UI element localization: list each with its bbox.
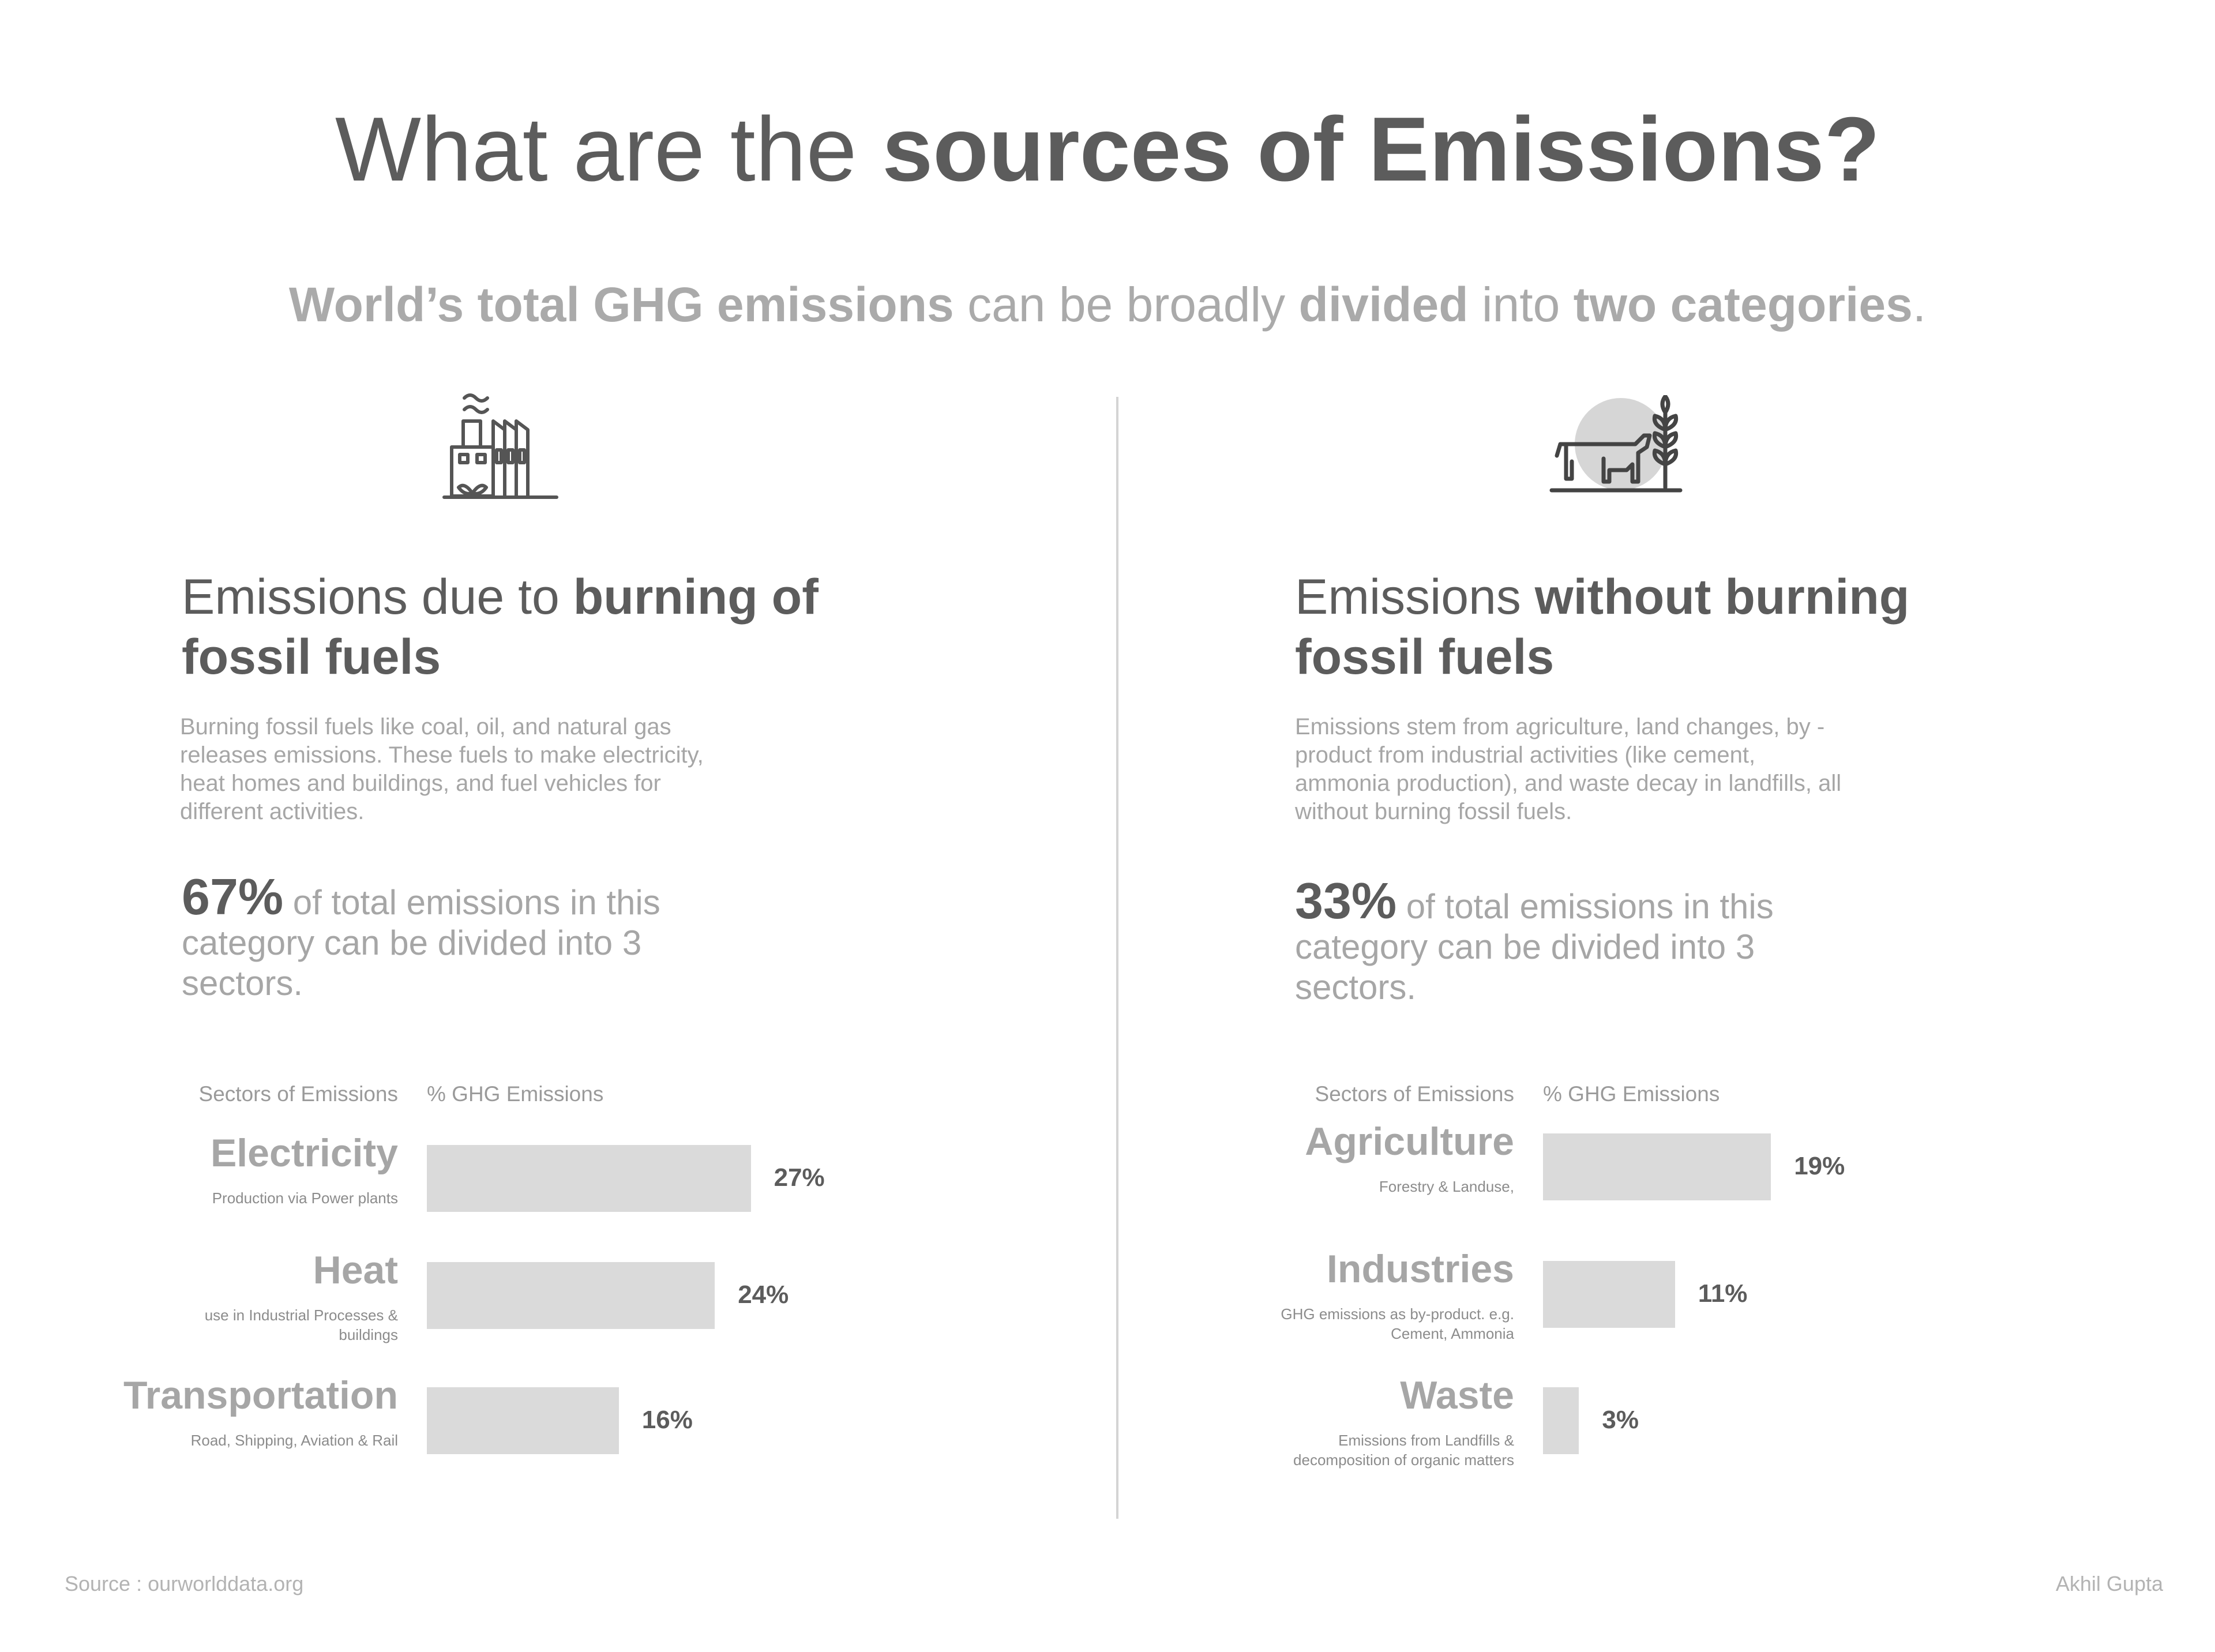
left-stat: 67% of total emissions in this category … <box>182 872 730 1004</box>
left-stat-text: of total emissions in this category can … <box>182 883 660 1003</box>
category-label: Waste <box>1400 1373 1514 1417</box>
left-heading-bold: burning of fossil fuels <box>182 569 819 685</box>
left-heading: Emissions due to burning of fossil fuels <box>182 567 932 687</box>
bar-value-label: 16% <box>641 1406 693 1434</box>
title-bold: sources of Emissions? <box>882 99 1880 200</box>
bar-industries <box>1543 1261 1675 1328</box>
left-description: Burning fossil fuels like coal, oil, and… <box>180 714 704 824</box>
bar-agriculture <box>1543 1133 1771 1200</box>
right-axis-ghg: % GHG Emissions <box>1543 1082 1720 1106</box>
right-axis-sectors: Sectors of Emissions <box>1315 1082 1514 1106</box>
right-heading: Emissions without burning fossil fuels <box>1295 567 2045 687</box>
author-credit: Akhil Gupta <box>2055 1572 2163 1595</box>
bar-value-label: 3% <box>1602 1406 1639 1434</box>
page-title: What are the sources of Emissions? <box>0 95 2215 205</box>
bar-value-label: 27% <box>774 1163 825 1192</box>
category-subtitle: use in Industrial Processes & buildings <box>204 1306 398 1343</box>
subtitle-part: divided <box>1298 277 1469 332</box>
right-heading-regular: Emissions <box>1295 569 1535 625</box>
factory-icon <box>442 393 558 499</box>
subtitle-part: into <box>1468 277 1574 332</box>
category-subtitle: Road, Shipping, Aviation & Rail <box>190 1432 398 1449</box>
right-description: Emissions stem from agriculture, land ch… <box>1295 714 1842 824</box>
right-stat: 33% of total emissions in this category … <box>1295 876 1843 1008</box>
bar-value-label: 19% <box>1794 1152 1845 1180</box>
category-subtitle: Emissions from Landfills & decomposition… <box>1293 1432 1514 1469</box>
right-stat-percent: 33% <box>1295 872 1397 929</box>
bar-electricity <box>427 1145 751 1212</box>
column-divider <box>1116 397 1118 1519</box>
left-axis-sectors: Sectors of Emissions <box>198 1082 398 1106</box>
subtitle-part: World’s total GHG emissions <box>288 277 954 332</box>
category-label: Agriculture <box>1305 1120 1514 1163</box>
category-subtitle: GHG emissions as by-product. e.g. Cement… <box>1281 1305 1514 1342</box>
left-stat-percent: 67% <box>182 868 284 925</box>
category-subtitle: Forestry & Landuse, <box>1379 1178 1514 1195</box>
bar-value-label: 24% <box>738 1281 789 1309</box>
title-regular: What are the <box>335 99 883 200</box>
category-subtitle: Production via Power plants <box>212 1189 398 1207</box>
category-label: Heat <box>313 1248 398 1292</box>
subtitle-part: can be broadly <box>953 277 1299 332</box>
category-label: Industries <box>1327 1247 1514 1291</box>
cow-wheat-icon <box>1549 395 1683 493</box>
bar-value-label: 11% <box>1698 1279 1748 1308</box>
page-subtitle: World’s total GHG emissions can be broad… <box>0 277 2215 333</box>
bar-waste <box>1543 1387 1579 1454</box>
subtitle-part: two categories <box>1573 277 1913 332</box>
category-label: Electricity <box>210 1131 398 1175</box>
left-axis-ghg: % GHG Emissions <box>427 1082 604 1106</box>
source-note: Source : ourworlddata.org <box>65 1572 304 1595</box>
bar-transportation <box>427 1387 619 1454</box>
subtitle-part: . <box>1912 277 1927 332</box>
left-heading-regular: Emissions due to <box>182 569 573 625</box>
bar-heat <box>427 1262 715 1329</box>
category-label: Transportation <box>123 1373 398 1417</box>
right-stat-text: of total emissions in this category can … <box>1295 887 1774 1007</box>
right-heading-bold: without burning fossil fuels <box>1295 569 1910 685</box>
